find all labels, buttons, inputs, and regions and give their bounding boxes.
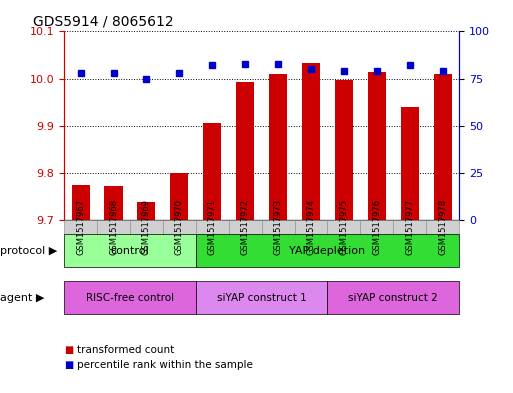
Bar xyxy=(236,82,254,220)
Text: GSM1517968: GSM1517968 xyxy=(109,199,118,255)
Bar xyxy=(302,63,320,220)
Bar xyxy=(433,74,452,220)
Text: siYAP construct 2: siYAP construct 2 xyxy=(348,293,438,303)
Text: GSM1517974: GSM1517974 xyxy=(306,199,315,255)
Text: YAP depletion: YAP depletion xyxy=(289,246,366,255)
Text: protocol ▶: protocol ▶ xyxy=(0,246,57,255)
Text: GSM1517969: GSM1517969 xyxy=(142,199,151,255)
Bar xyxy=(269,74,287,220)
Text: GSM1517971: GSM1517971 xyxy=(208,199,217,255)
Text: agent ▶: agent ▶ xyxy=(0,293,45,303)
Bar xyxy=(170,173,188,220)
Text: GSM1517977: GSM1517977 xyxy=(405,199,415,255)
Bar xyxy=(105,185,123,220)
Text: GDS5914 / 8065612: GDS5914 / 8065612 xyxy=(32,15,173,29)
Text: ■: ■ xyxy=(64,345,73,355)
Bar xyxy=(401,107,419,220)
Text: RISC-free control: RISC-free control xyxy=(86,293,174,303)
Bar xyxy=(71,185,90,220)
Text: GSM1517973: GSM1517973 xyxy=(273,199,283,255)
Bar xyxy=(368,72,386,220)
Text: GSM1517970: GSM1517970 xyxy=(175,199,184,255)
Bar xyxy=(335,80,353,220)
Text: GSM1517978: GSM1517978 xyxy=(438,199,447,255)
Text: siYAP construct 1: siYAP construct 1 xyxy=(217,293,306,303)
Bar xyxy=(137,202,155,220)
Text: control: control xyxy=(111,246,149,255)
Bar xyxy=(203,123,221,220)
Text: percentile rank within the sample: percentile rank within the sample xyxy=(77,360,253,371)
Text: GSM1517967: GSM1517967 xyxy=(76,199,85,255)
Text: GSM1517976: GSM1517976 xyxy=(372,199,381,255)
Text: GSM1517975: GSM1517975 xyxy=(340,199,348,255)
Text: ■: ■ xyxy=(64,360,73,371)
Text: transformed count: transformed count xyxy=(77,345,174,355)
Text: GSM1517972: GSM1517972 xyxy=(241,199,250,255)
